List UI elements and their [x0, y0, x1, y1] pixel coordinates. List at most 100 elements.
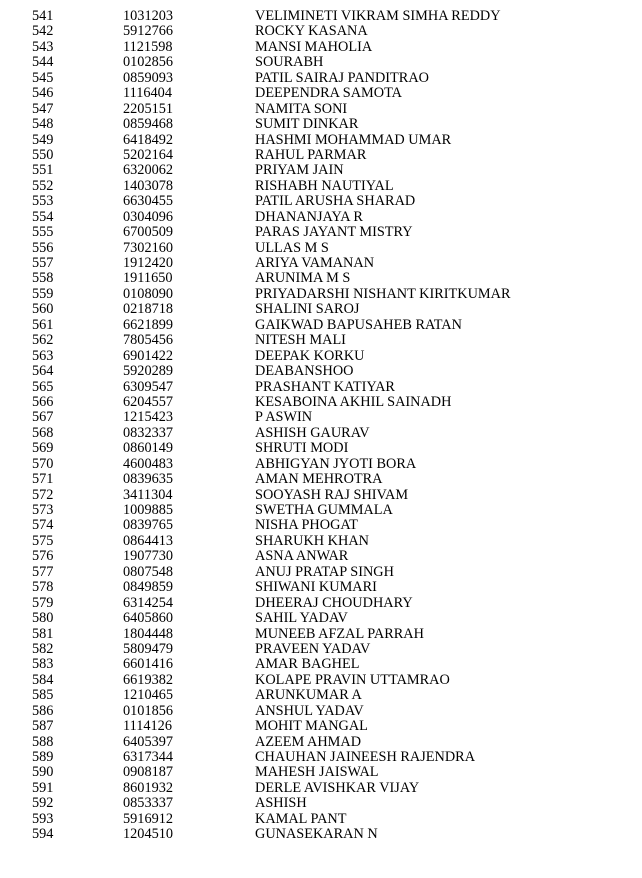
- roll-number-cell: 6309547: [123, 379, 174, 395]
- serial-number-cell: 569: [32, 441, 54, 457]
- roll-number-cell: 6901422: [123, 348, 174, 364]
- candidate-name-cell: ASHISH: [255, 796, 307, 812]
- roll-number-cell: 0832337: [123, 425, 174, 441]
- roll-number-cell: 6204557: [123, 394, 174, 410]
- table-row: 584 6619382 KOLAPE PRAVIN UTTAMRAO: [0, 673, 642, 688]
- candidate-name-cell: ASNA ANWAR: [255, 549, 349, 565]
- table-row: 568 0832337 ASHISH GAURAV: [0, 426, 642, 441]
- table-row: 556 7302160 ULLAS M S: [0, 241, 642, 256]
- table-row: 575 0864413 SHARUKH KHAN: [0, 534, 642, 549]
- candidate-name-cell: NAMITA SONI: [255, 101, 348, 117]
- table-row: 551 6320062 PRIYAM JAIN: [0, 163, 642, 178]
- roll-number-cell: 4600483: [123, 456, 174, 472]
- roll-number-cell: 0849859: [123, 580, 174, 596]
- serial-number-cell: 555: [32, 225, 54, 241]
- serial-number-cell: 574: [32, 518, 54, 534]
- table-row: 546 1116404 DEEPENDRA SAMOTA: [0, 86, 642, 101]
- serial-number-cell: 571: [32, 472, 54, 488]
- candidate-name-cell: GAIKWAD BAPUSAHEB RATAN: [255, 317, 462, 333]
- serial-number-cell: 594: [32, 827, 54, 843]
- candidate-name-cell: VELIMINETI VIKRAM SIMHA REDDY: [255, 9, 501, 24]
- roll-number-cell: 6619382: [123, 672, 174, 688]
- candidate-name-cell: KESABOINA AKHIL SAINADH: [255, 394, 452, 410]
- candidate-name-cell: AMAN MEHROTRA: [255, 472, 383, 488]
- roll-number-cell: 6700509: [123, 225, 174, 241]
- serial-number-cell: 545: [32, 70, 54, 86]
- table-row: 548 0859468 SUMIT DINKAR: [0, 117, 642, 132]
- candidate-name-cell: RAHUL PARMAR: [255, 147, 367, 163]
- serial-number-cell: 553: [32, 194, 54, 210]
- serial-number-cell: 550: [32, 147, 54, 163]
- roll-number-cell: 1403078: [123, 178, 174, 194]
- serial-number-cell: 590: [32, 765, 54, 781]
- serial-number-cell: 570: [32, 456, 54, 472]
- serial-number-cell: 563: [32, 348, 54, 364]
- candidate-name-cell: ARUNKUMAR A: [255, 688, 362, 704]
- roll-number-cell: 0108090: [123, 286, 174, 302]
- table-row: 550 5202164 RAHUL PARMAR: [0, 148, 642, 163]
- table-row: 585 1210465 ARUNKUMAR A: [0, 688, 642, 703]
- roll-number-cell: 6601416: [123, 657, 174, 673]
- candidate-name-cell: SHRUTI MODI: [255, 441, 349, 457]
- roll-number-cell: 0218718: [123, 302, 174, 318]
- candidate-name-cell: PRIYAM JAIN: [255, 163, 344, 179]
- candidate-name-cell: DHEERAJ CHOUDHARY: [255, 595, 413, 611]
- table-row: 549 6418492 HASHMI MOHAMMAD UMAR: [0, 133, 642, 148]
- roll-number-cell: 5912766: [123, 24, 174, 40]
- roll-number-cell: 3411304: [123, 487, 173, 503]
- candidate-name-cell: ROCKY KASANA: [255, 24, 368, 40]
- table-row: 592 0853337 ASHISH: [0, 796, 642, 811]
- roll-number-cell: 0860149: [123, 441, 174, 457]
- roll-number-cell: 1031203: [123, 9, 174, 24]
- table-row: 591 8601932 DERLE AVISHKAR VIJAY: [0, 781, 642, 796]
- results-table: 541 1031203 VELIMINETI VIKRAM SIMHA REDD…: [0, 9, 642, 843]
- table-row: 587 1114126 MOHIT MANGAL: [0, 719, 642, 734]
- candidate-name-cell: SHARUKH KHAN: [255, 533, 369, 549]
- serial-number-cell: 573: [32, 503, 54, 518]
- serial-number-cell: 565: [32, 379, 54, 395]
- serial-number-cell: 548: [32, 117, 54, 133]
- candidate-name-cell: SOOYASH RAJ SHIVAM: [255, 487, 409, 503]
- serial-number-cell: 583: [32, 657, 54, 673]
- serial-number-cell: 554: [32, 209, 54, 225]
- serial-number-cell: 546: [32, 86, 54, 102]
- table-row: 541 1031203 VELIMINETI VIKRAM SIMHA REDD…: [0, 9, 642, 24]
- candidate-name-cell: GUNASEKARAN N: [255, 827, 378, 843]
- table-row: 586 0101856 ANSHUL YADAV: [0, 704, 642, 719]
- candidate-name-cell: NITESH MALI: [255, 333, 346, 349]
- candidate-name-cell: DEEPENDRA SAMOTA: [255, 86, 402, 102]
- roll-number-cell: 0859093: [123, 70, 174, 86]
- table-row: 565 6309547 PRASHANT KATIYAR: [0, 380, 642, 395]
- roll-number-cell: 0101856: [123, 703, 174, 719]
- serial-number-cell: 566: [32, 394, 54, 410]
- roll-number-cell: 0839635: [123, 472, 174, 488]
- table-row: 567 1215423 P ASWIN: [0, 410, 642, 425]
- serial-number-cell: 567: [32, 410, 54, 426]
- candidate-name-cell: SUMIT DINKAR: [255, 117, 359, 133]
- roll-number-cell: 1215423: [123, 410, 174, 426]
- candidate-name-cell: HASHMI MOHAMMAD UMAR: [255, 132, 452, 148]
- table-row: 566 6204557 KESABOINA AKHIL SAINADH: [0, 395, 642, 410]
- serial-number-cell: 579: [32, 595, 54, 611]
- serial-number-cell: 561: [32, 317, 54, 333]
- roll-number-cell: 0853337: [123, 796, 174, 812]
- serial-number-cell: 582: [32, 641, 54, 657]
- table-row: 594 1204510 GUNASEKARAN N: [0, 827, 642, 842]
- roll-number-cell: 5202164: [123, 147, 174, 163]
- serial-number-cell: 541: [32, 9, 54, 24]
- serial-number-cell: 593: [32, 811, 54, 827]
- table-row: 555 6700509 PARAS JAYANT MISTRY: [0, 225, 642, 240]
- candidate-name-cell: MOHIT MANGAL: [255, 719, 368, 735]
- candidate-name-cell: MAHESH JAISWAL: [255, 765, 379, 781]
- serial-number-cell: 585: [32, 688, 54, 704]
- roll-number-cell: 1911650: [123, 271, 173, 287]
- serial-number-cell: 559: [32, 286, 54, 302]
- candidate-name-cell: RISHABH NAUTIYAL: [255, 178, 394, 194]
- roll-number-cell: 0807548: [123, 564, 174, 580]
- roll-number-cell: 0864413: [123, 533, 174, 549]
- table-row: 560 0218718 SHALINI SAROJ: [0, 302, 642, 317]
- candidate-name-cell: DERLE AVISHKAR VIJAY: [255, 780, 420, 796]
- table-row: 580 6405860 SAHIL YADAV: [0, 611, 642, 626]
- roll-number-cell: 7302160: [123, 240, 174, 256]
